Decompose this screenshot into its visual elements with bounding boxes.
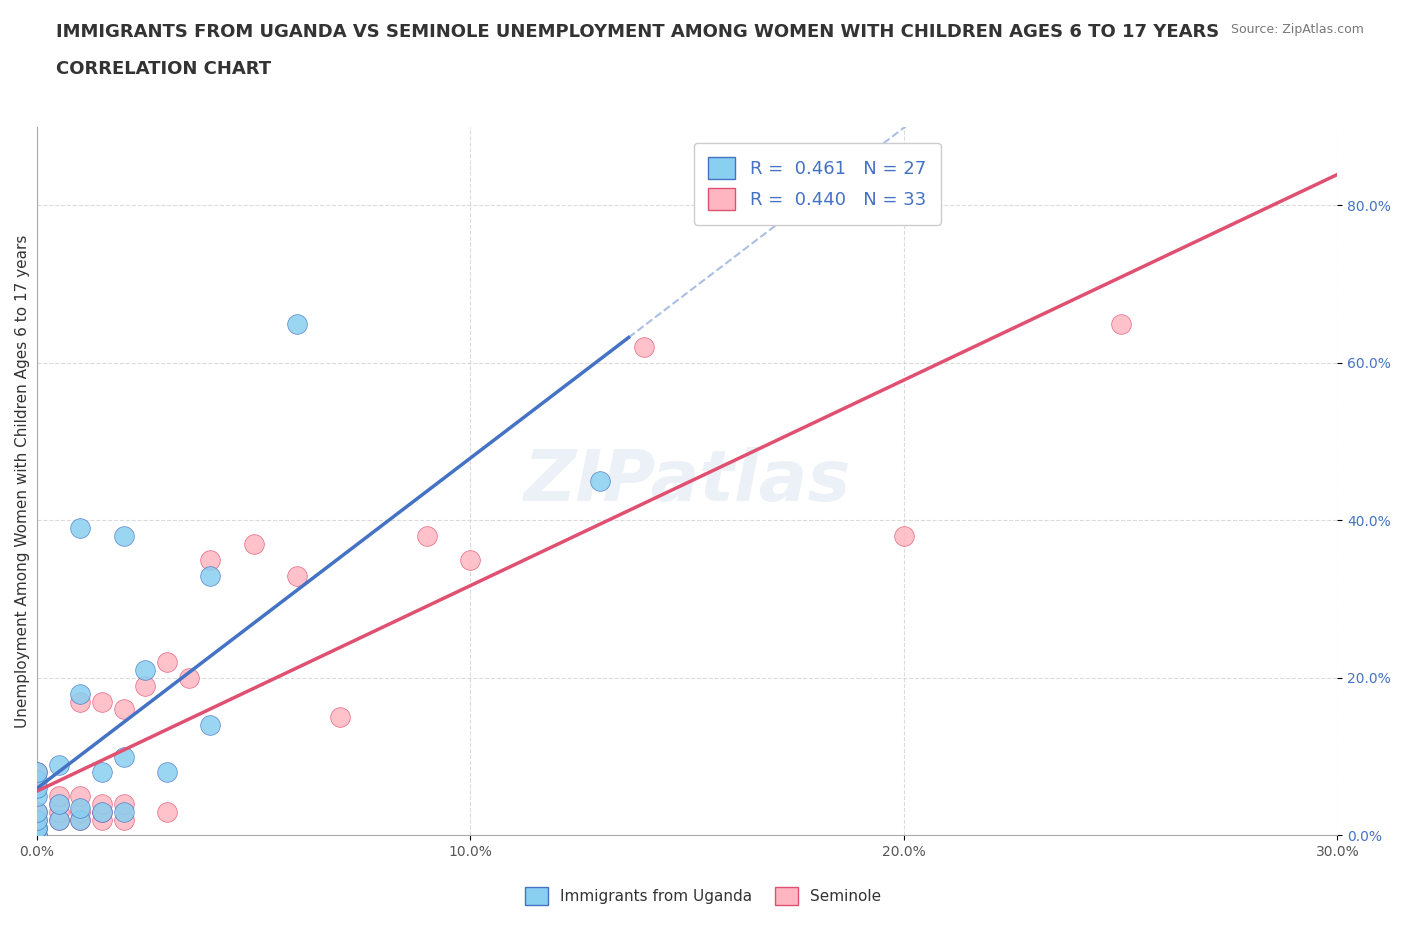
Point (25, 781, 48, 796)
Point (48, 804, 70, 819)
Point (134, 678, 156, 693)
Legend: Immigrants from Uganda, Seminole: Immigrants from Uganda, Seminole (517, 879, 889, 913)
Point (91, 694, 114, 709)
Point (48, 789, 70, 804)
Point (329, 710, 352, 724)
Point (25, 828, 48, 843)
Point (25, 812, 48, 827)
Point (48, 812, 70, 827)
Point (285, 568, 308, 583)
Point (25, 789, 48, 804)
Point (112, 812, 135, 827)
Point (156, 655, 179, 670)
Point (25, 812, 48, 827)
Point (156, 804, 179, 819)
Point (134, 663, 156, 678)
Y-axis label: Unemployment Among Women with Children Ages 6 to 17 years: Unemployment Among Women with Children A… (15, 234, 30, 728)
Text: IMMIGRANTS FROM UGANDA VS SEMINOLE UNEMPLOYMENT AMONG WOMEN WITH CHILDREN AGES 6: IMMIGRANTS FROM UGANDA VS SEMINOLE UNEMP… (56, 23, 1219, 41)
Point (25, 765, 48, 780)
Point (589, 473, 612, 488)
Legend: R =  0.461   N = 27, R =  0.440   N = 33: R = 0.461 N = 27, R = 0.440 N = 33 (695, 142, 941, 225)
Point (200, 552, 222, 567)
Point (91, 804, 114, 819)
Point (91, 765, 114, 780)
Point (48, 812, 70, 827)
Point (200, 718, 222, 733)
Point (69, 789, 91, 804)
Point (112, 804, 135, 819)
Point (25, 804, 48, 819)
Point (200, 568, 222, 583)
Point (25, 820, 48, 835)
Point (25, 804, 48, 819)
Point (91, 804, 114, 819)
Point (48, 796, 70, 811)
Point (25, 820, 48, 835)
Point (48, 757, 70, 772)
Point (91, 796, 114, 811)
Point (112, 796, 135, 811)
Text: CORRELATION CHART: CORRELATION CHART (56, 60, 271, 78)
Text: Source: ZipAtlas.com: Source: ZipAtlas.com (1230, 23, 1364, 36)
Point (69, 686, 91, 701)
Point (285, 316, 308, 331)
Point (112, 529, 135, 544)
Point (48, 796, 70, 811)
Point (69, 812, 91, 827)
Point (69, 694, 91, 709)
Point (112, 750, 135, 764)
Point (460, 552, 482, 567)
Point (69, 804, 91, 819)
Point (893, 529, 915, 544)
Point (156, 765, 179, 780)
Point (25, 828, 48, 843)
Point (112, 702, 135, 717)
Point (69, 801, 91, 816)
Point (25, 765, 48, 780)
Text: ZIPatlas: ZIPatlas (523, 446, 851, 515)
Point (177, 671, 200, 685)
Point (633, 339, 655, 354)
Point (25, 773, 48, 788)
Point (91, 812, 114, 827)
Point (25, 820, 48, 835)
Point (69, 521, 91, 536)
Point (1109, 316, 1132, 331)
Point (69, 812, 91, 827)
Point (242, 537, 264, 551)
Point (416, 529, 439, 544)
